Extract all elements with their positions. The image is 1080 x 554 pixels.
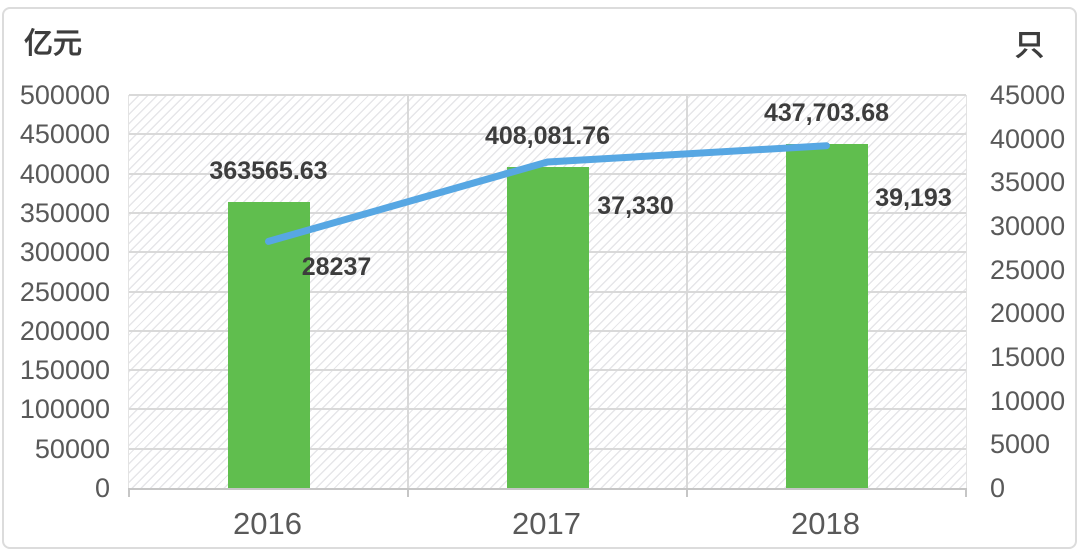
right-axis-tick-label: 0 — [990, 473, 1006, 503]
left-axis-tick-label: 300000 — [19, 237, 110, 268]
right-axis-tick-label: 40000 — [990, 123, 1066, 154]
right-axis-tick-label: 25000 — [990, 254, 1066, 285]
x-axis-category-label: 2016 — [233, 506, 302, 541]
right-axis-tick-label: 20000 — [990, 298, 1066, 329]
right-axis-tick-label: 15000 — [990, 342, 1066, 372]
x-axis-line — [129, 488, 966, 490]
bar-2016 — [227, 202, 310, 488]
right-axis-tick-label: 10000 — [990, 385, 1066, 416]
gridline-vertical — [407, 95, 409, 488]
x-axis-tickmark — [686, 488, 688, 497]
bar-2017 — [506, 167, 589, 488]
bar-2018 — [785, 143, 868, 488]
bar-value-label: 437,703.68 — [763, 98, 890, 127]
x-axis-tickmark — [407, 488, 409, 497]
right-axis-tick-label: 35000 — [990, 167, 1066, 198]
line-value-label: 28237 — [301, 253, 372, 282]
right-axis-tick-label: 30000 — [990, 211, 1066, 241]
plot-area: 363565.63 408,081.76 437,703.68 28237 37,330… — [128, 94, 967, 497]
bar-value-label: 408,081.76 — [484, 122, 611, 151]
right-axis-unit-label: 只 — [1014, 30, 1044, 62]
left-axis-tick-label: 500000 — [19, 80, 110, 110]
left-axis-tick-label: 100000 — [19, 394, 110, 425]
left-axis-tick-label: 400000 — [19, 158, 110, 189]
left-axis-tick-label: 200000 — [19, 315, 110, 346]
gridline-horizontal — [129, 94, 966, 96]
left-axis-tick-label: 0 — [94, 473, 110, 503]
x-axis-category-label: 2018 — [791, 506, 860, 541]
left-axis-tick-label: 50000 — [34, 433, 110, 464]
x-axis-tickmark — [965, 488, 967, 497]
right-axis-tick-label: 45000 — [990, 80, 1066, 110]
line-series — [265, 142, 830, 245]
gridline-vertical — [686, 95, 688, 488]
x-axis-tickmark — [128, 488, 130, 497]
left-axis-tick-label: 150000 — [19, 355, 110, 386]
x-axis-category-label: 2017 — [512, 506, 581, 541]
left-axis-tick-label: 350000 — [19, 197, 110, 228]
bar-value-label: 363565.63 — [209, 157, 328, 186]
right-axis-tick-label: 5000 — [990, 429, 1051, 460]
left-axis-tick-label: 450000 — [19, 119, 110, 150]
line-value-label: 39,193 — [875, 183, 952, 212]
left-axis-tick-label: 250000 — [19, 276, 110, 307]
left-axis-unit-label: 亿元 — [24, 28, 83, 60]
gridline-horizontal — [129, 133, 966, 136]
line-value-label: 37,330 — [597, 191, 674, 220]
